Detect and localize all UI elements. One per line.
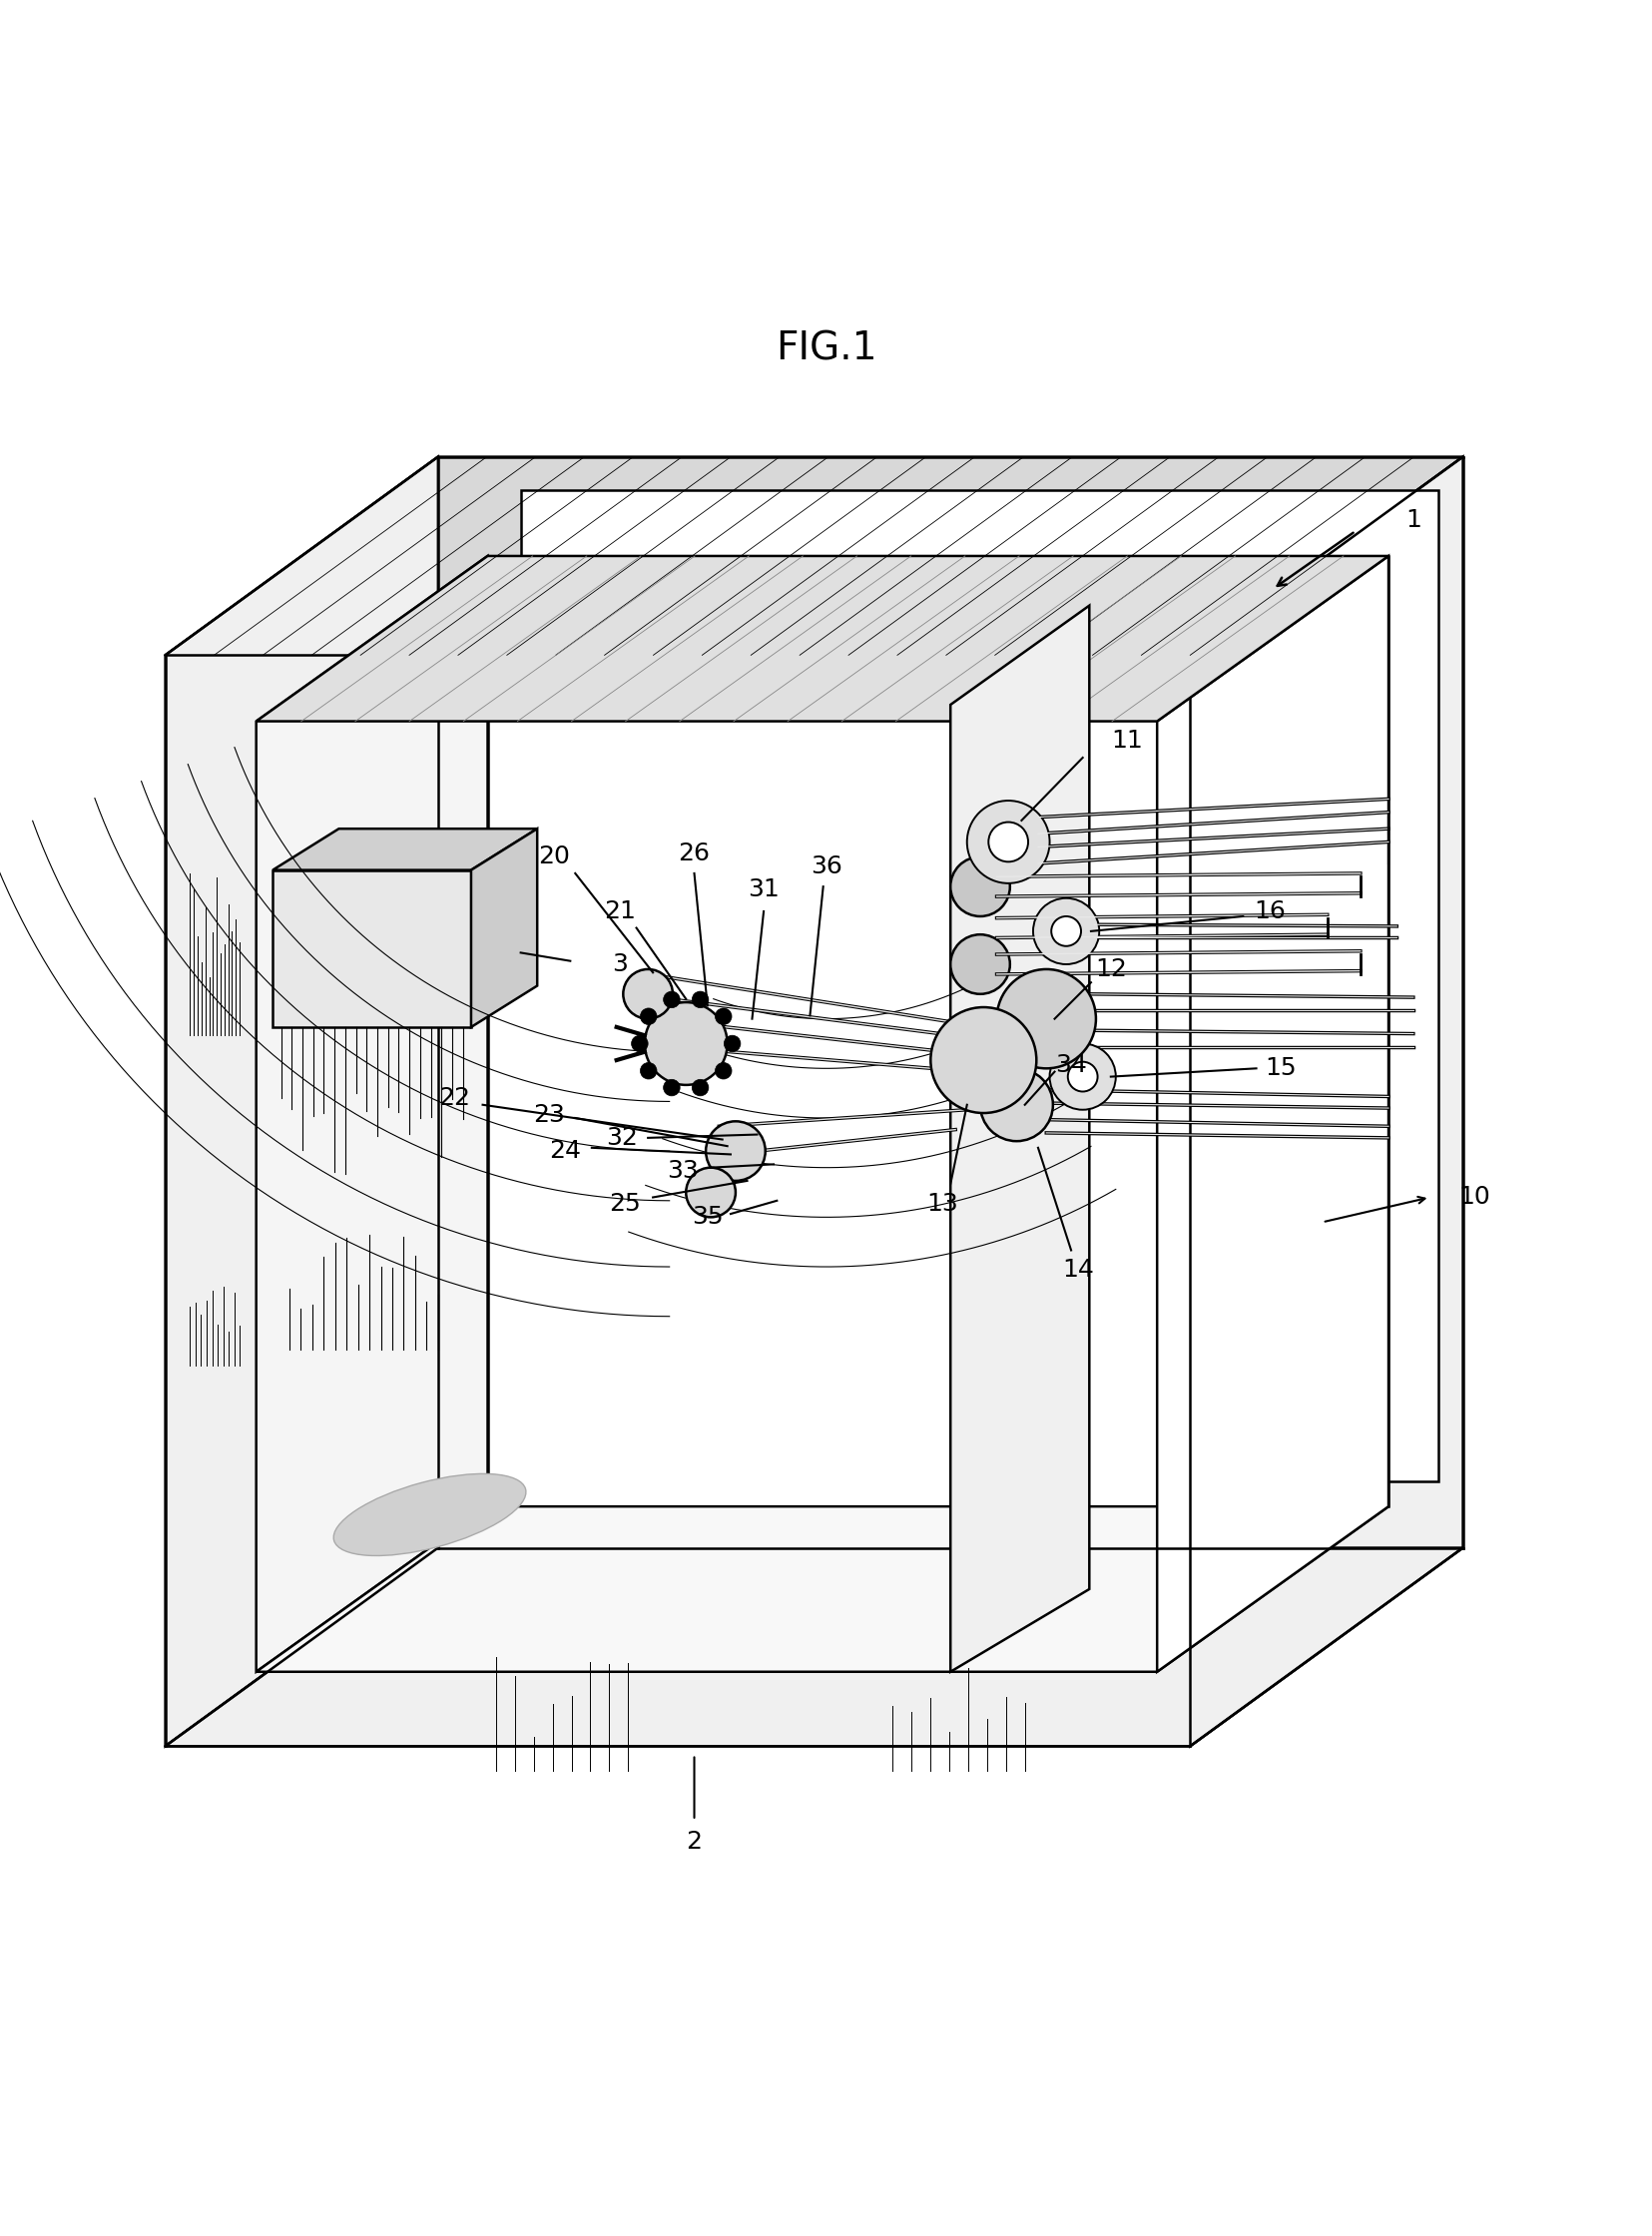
Text: 34: 34: [1054, 1053, 1087, 1078]
Circle shape: [980, 1069, 1052, 1140]
Text: 2: 2: [686, 1829, 702, 1854]
Text: 31: 31: [747, 879, 780, 901]
Circle shape: [662, 991, 679, 1008]
Circle shape: [623, 968, 672, 1020]
Text: 20: 20: [537, 845, 570, 870]
Text: 33: 33: [666, 1158, 699, 1183]
Circle shape: [662, 1080, 679, 1096]
Text: 11: 11: [1110, 729, 1143, 754]
Polygon shape: [1156, 557, 1388, 1673]
Circle shape: [631, 1035, 648, 1051]
Circle shape: [930, 1006, 1036, 1114]
Text: 10: 10: [1457, 1185, 1490, 1210]
Text: 36: 36: [809, 854, 843, 879]
Circle shape: [950, 935, 1009, 995]
Text: 14: 14: [1061, 1259, 1094, 1281]
Polygon shape: [471, 830, 537, 1026]
Polygon shape: [520, 490, 1437, 1482]
Circle shape: [996, 968, 1095, 1069]
Text: 1: 1: [1404, 508, 1421, 532]
Text: 26: 26: [677, 841, 710, 865]
Text: 12: 12: [1094, 957, 1127, 982]
Circle shape: [950, 856, 1009, 917]
Circle shape: [724, 1035, 740, 1051]
Circle shape: [715, 1062, 732, 1080]
Text: 24: 24: [548, 1138, 582, 1163]
Text: 22: 22: [438, 1087, 471, 1109]
Text: 15: 15: [1264, 1055, 1297, 1080]
Circle shape: [639, 1062, 656, 1080]
Circle shape: [692, 1080, 709, 1096]
Polygon shape: [256, 1507, 1388, 1673]
Circle shape: [1067, 1062, 1097, 1091]
Polygon shape: [165, 456, 1462, 655]
Circle shape: [686, 1167, 735, 1216]
Text: 16: 16: [1252, 899, 1285, 923]
Text: 35: 35: [691, 1205, 724, 1230]
Polygon shape: [487, 557, 1388, 1507]
Polygon shape: [256, 557, 1388, 722]
Circle shape: [639, 1008, 656, 1024]
Text: 32: 32: [605, 1127, 638, 1149]
Text: 13: 13: [925, 1192, 958, 1216]
Polygon shape: [273, 870, 471, 1026]
Polygon shape: [950, 606, 1089, 1673]
Polygon shape: [165, 456, 438, 1746]
Ellipse shape: [334, 1474, 525, 1556]
Text: 3: 3: [611, 953, 628, 977]
Circle shape: [1049, 1044, 1115, 1109]
Text: 25: 25: [608, 1192, 641, 1216]
Circle shape: [966, 800, 1049, 883]
Circle shape: [644, 1002, 727, 1084]
Polygon shape: [256, 557, 487, 1673]
Text: FIG.1: FIG.1: [775, 331, 877, 369]
Polygon shape: [165, 1547, 1462, 1746]
Polygon shape: [273, 830, 537, 870]
Text: 23: 23: [532, 1102, 565, 1127]
Circle shape: [692, 991, 709, 1008]
Circle shape: [1051, 917, 1080, 946]
Text: 21: 21: [603, 899, 636, 923]
Circle shape: [715, 1008, 732, 1024]
Circle shape: [1032, 899, 1099, 964]
Polygon shape: [1189, 456, 1462, 1746]
Circle shape: [705, 1120, 765, 1181]
Circle shape: [988, 823, 1028, 861]
